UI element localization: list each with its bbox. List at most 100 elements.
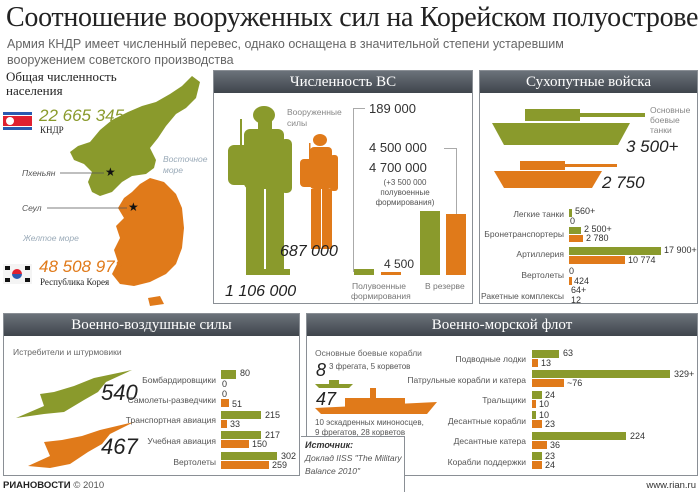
- air-row-label: Учебная авиация: [147, 436, 216, 446]
- south-bar: [532, 400, 536, 408]
- north-value: 23: [545, 451, 556, 461]
- north-korea-shape: [70, 76, 200, 196]
- ground-row-label: Бронетранспортеры: [484, 229, 564, 239]
- north-value: 329+: [674, 369, 695, 379]
- brand-logo: РИАНОВОСТИ: [3, 480, 71, 491]
- navy-row-label: Десантные катера: [453, 436, 526, 446]
- south-soldier-icon: [300, 134, 338, 249]
- north-tanks-value: 3 500+: [626, 137, 679, 156]
- south-bar: [532, 461, 542, 469]
- north-paramilitary-bar: [354, 269, 374, 275]
- page-title: Соотношение вооруженных сил на Корейском…: [6, 2, 699, 33]
- population-label: Общая численность населения: [6, 69, 117, 98]
- north-value: 224: [630, 431, 646, 441]
- armed-forces-label: Вооруженные силы: [287, 107, 342, 128]
- south-value: 150: [252, 439, 268, 449]
- copyright: © 2010: [73, 480, 105, 491]
- air-row-label: Транспортная авиация: [125, 415, 216, 425]
- south-value: 259: [272, 460, 288, 470]
- navy-panel: Военно-морской флот Основные боевые кора…: [306, 313, 698, 476]
- south-bar: [221, 440, 249, 448]
- navy-row-label: Корабли поддержки: [447, 457, 526, 467]
- personnel-panel: Численность ВС Вооруженные силы 687 000 …: [213, 70, 473, 304]
- south-bar: [221, 399, 229, 407]
- north-fighters-value: 540: [101, 380, 138, 405]
- south-korea-flag-icon: [3, 264, 32, 284]
- south-value: 33: [230, 419, 241, 429]
- north-bar: [532, 391, 542, 399]
- south-value: 424: [574, 276, 590, 286]
- north-value: 10: [539, 410, 550, 420]
- north-value: 0: [569, 266, 575, 276]
- south-paramilitary-bar: [381, 272, 401, 275]
- map-label-east-sea: Восточное море: [163, 154, 208, 175]
- north-tank-icon: [492, 109, 645, 145]
- south-bar: [221, 420, 227, 428]
- north-bar: [532, 432, 626, 440]
- north-ship-icon: [315, 380, 353, 388]
- north-armed-value: 1 106 000: [225, 283, 297, 300]
- south-bar: [569, 235, 583, 242]
- south-armed-value: 687 000: [280, 243, 338, 260]
- south-ship-icon: [315, 388, 437, 414]
- south-korea-shape: [112, 178, 184, 286]
- north-bar: [221, 411, 261, 419]
- north-bar: [221, 370, 236, 379]
- ground-row-label: Вертолеты: [521, 270, 564, 280]
- south-reserve-value: 4 500 000: [369, 140, 427, 155]
- personnel-panel-title: Численность ВС: [214, 71, 472, 93]
- north-bar: [221, 431, 261, 439]
- south-ships-note: 10 эскадренных миноносцев, 9 фрегатов, 2…: [315, 418, 424, 437]
- navy-row-label: Десантные корабли: [447, 416, 526, 426]
- source-text: Доклад IISS "The Military Balance 2010": [305, 453, 402, 476]
- south-population-value: 48 508 972: [39, 257, 125, 276]
- source-label: Источник:: [305, 440, 354, 450]
- north-value: 24: [545, 390, 556, 400]
- south-value: 10 774: [628, 255, 656, 265]
- south-bar: [532, 359, 538, 367]
- pyongyang-star-icon: ★: [105, 165, 116, 179]
- north-value: 302: [281, 451, 297, 461]
- fighters-label: Истребители и штурмовики: [13, 347, 122, 357]
- south-value: 23: [545, 419, 556, 429]
- south-bar: [532, 441, 547, 449]
- ground-forces-panel: Сухопутные войска Основные боевые танки …: [479, 70, 698, 305]
- south-fighters-value: 467: [101, 434, 138, 459]
- north-bar: [569, 227, 581, 234]
- paramilitary-label: Полувоенные формирования: [351, 281, 411, 301]
- south-reserve-bar: [446, 214, 466, 275]
- south-value: 10: [539, 399, 550, 409]
- navy-row-label: Подводные лодки: [455, 354, 526, 364]
- ground-forces-panel-title: Сухопутные войска: [480, 71, 697, 93]
- north-bar: [569, 247, 661, 255]
- south-value: ~76: [567, 378, 583, 388]
- south-value: 2 780: [586, 233, 609, 243]
- seoul-star-icon: ★: [128, 200, 139, 214]
- air-row-label: Вертолеты: [173, 457, 216, 467]
- map-label-seoul: Сеул: [22, 203, 42, 213]
- north-value: 215: [265, 410, 281, 420]
- north-ships-note: 3 фрегата, 5 корветов: [329, 362, 411, 371]
- page-subtitle: Армия КНДР имеет численный перевес, одна…: [7, 36, 567, 68]
- north-value: 17 900+: [664, 245, 697, 255]
- air-row-label: Бомбардировщики: [142, 375, 216, 385]
- south-tank-icon: [494, 161, 617, 188]
- north-bar: [221, 452, 277, 460]
- north-value: 63: [563, 348, 574, 358]
- north-bar: [532, 411, 536, 419]
- north-reserve-bar: [420, 211, 440, 275]
- south-bar: [569, 256, 625, 264]
- south-ships-value: 47: [316, 389, 337, 409]
- north-bar: [569, 209, 572, 217]
- map-label-yellow-sea: Желтое море: [23, 233, 79, 243]
- north-population-value: 22 665 345: [39, 106, 125, 125]
- ground-row-label: Ракетные комплексы: [480, 291, 564, 301]
- north-value: 64+: [571, 285, 587, 295]
- north-bar: [532, 452, 542, 460]
- footer-url[interactable]: www.rian.ru: [646, 480, 696, 491]
- north-value: 80: [240, 368, 251, 378]
- ground-row-label: Артиллерия: [516, 249, 564, 259]
- main-ships-label: Основные боевые корабли: [315, 348, 422, 358]
- north-value: 560+: [575, 206, 596, 216]
- north-bar: [532, 370, 670, 378]
